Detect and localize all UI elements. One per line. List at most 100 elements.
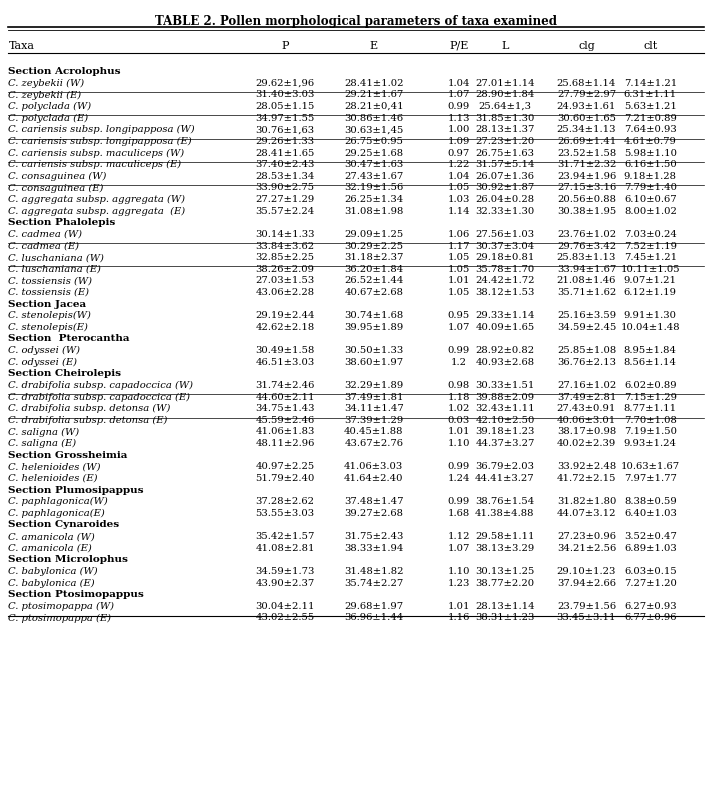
Text: 38.60±1.97: 38.60±1.97	[344, 358, 403, 366]
Text: 38.26±2.09: 38.26±2.09	[256, 265, 315, 273]
Text: 7.27±1.20: 7.27±1.20	[624, 578, 677, 588]
Text: C. consaguinea (E): C. consaguinea (E)	[9, 184, 104, 192]
Text: 8.77±1.11: 8.77±1.11	[624, 404, 677, 413]
Text: 1.24: 1.24	[448, 474, 470, 483]
Text: 38.17±0.98: 38.17±0.98	[557, 427, 616, 437]
Text: 38.12±1.53: 38.12±1.53	[475, 288, 535, 297]
Text: 26.69±1.41: 26.69±1.41	[557, 137, 616, 146]
Text: 6.77±0.96: 6.77±0.96	[624, 613, 676, 623]
Text: 0.95: 0.95	[448, 311, 470, 320]
Text: C. luschaniana (W): C. luschaniana (W)	[9, 253, 105, 262]
Text: P: P	[281, 41, 289, 50]
Text: clt: clt	[643, 41, 657, 50]
Text: 37.40±2.43: 37.40±2.43	[256, 160, 315, 169]
Text: 38.31±1.23: 38.31±1.23	[475, 613, 535, 623]
Text: C. cariensis subsp. longipapposa (E): C. cariensis subsp. longipapposa (E)	[9, 137, 192, 146]
Text: 10.04±1.48: 10.04±1.48	[621, 323, 680, 332]
Text: C. amanicola (E): C. amanicola (E)	[9, 544, 93, 552]
Text: 1.16: 1.16	[448, 613, 470, 623]
Text: 35.57±2.24: 35.57±2.24	[256, 206, 315, 216]
Text: C. babylonica (E): C. babylonica (E)	[9, 578, 95, 588]
Text: Section Plumosipappus: Section Plumosipappus	[9, 485, 144, 495]
Text: 31.57±5.14: 31.57±5.14	[475, 160, 535, 169]
Text: 30.33±1.51: 30.33±1.51	[475, 381, 535, 390]
Text: Taxa: Taxa	[9, 41, 34, 50]
Text: C. odyssei (W): C. odyssei (W)	[9, 346, 80, 355]
Text: 27.15±3.16: 27.15±3.16	[557, 184, 616, 192]
Text: 7.15±1.29: 7.15±1.29	[624, 392, 677, 402]
Text: 6.03±0.15: 6.03±0.15	[624, 567, 676, 576]
Text: 43.90±2.37: 43.90±2.37	[256, 578, 315, 588]
Text: C. paphlagonica(E): C. paphlagonica(E)	[9, 509, 105, 518]
Text: 40.06±3.01: 40.06±3.01	[557, 416, 616, 425]
Text: 1.05: 1.05	[448, 288, 470, 297]
Text: 1.02: 1.02	[448, 404, 470, 413]
Text: C. polyclada (E): C. polyclada (E)	[9, 113, 88, 123]
Text: C. drabifolia subsp. detonsa (E): C. drabifolia subsp. detonsa (E)	[9, 416, 168, 425]
Text: 40.02±2.39: 40.02±2.39	[557, 439, 616, 448]
Text: 1.12: 1.12	[448, 532, 470, 541]
Text: 0.98: 0.98	[448, 381, 470, 390]
Text: 46.51±3.03: 46.51±3.03	[256, 358, 315, 366]
Text: 30.37±3.04: 30.37±3.04	[476, 241, 535, 251]
Text: 7.21±0.89: 7.21±0.89	[624, 113, 677, 123]
Text: 6.16±1.50: 6.16±1.50	[624, 160, 676, 169]
Text: 26.52±1.44: 26.52±1.44	[344, 277, 404, 285]
Text: 31.08±1.98: 31.08±1.98	[344, 206, 404, 216]
Text: 0.99: 0.99	[448, 346, 470, 355]
Text: 3.52±0.47: 3.52±0.47	[624, 532, 677, 541]
Text: 35.78±1.70: 35.78±1.70	[476, 265, 535, 273]
Text: C. helenioides (E): C. helenioides (E)	[9, 474, 98, 483]
Text: C. helenioides (W): C. helenioides (W)	[9, 463, 101, 471]
Text: C. stenolepis(E): C. stenolepis(E)	[9, 323, 88, 332]
Text: 39.88±2.09: 39.88±2.09	[476, 392, 535, 402]
Text: C. aggregata subsp. aggregata  (E): C. aggregata subsp. aggregata (E)	[9, 206, 186, 216]
Text: 41.06±1.83: 41.06±1.83	[256, 427, 315, 437]
Text: 29.21±1.67: 29.21±1.67	[344, 91, 404, 99]
Text: 28.53±1.34: 28.53±1.34	[256, 172, 315, 180]
Text: 30.60±1.65: 30.60±1.65	[557, 113, 616, 123]
Text: 25.85±1.08: 25.85±1.08	[557, 346, 616, 355]
Text: 6.27±0.93: 6.27±0.93	[624, 602, 676, 611]
Text: 27.16±1.02: 27.16±1.02	[557, 381, 616, 390]
Text: C. zeybekii (W): C. zeybekii (W)	[9, 79, 85, 88]
Text: C. stenolepis(W): C. stenolepis(W)	[9, 311, 91, 321]
Text: 29.33±1.14: 29.33±1.14	[475, 311, 535, 320]
Text: C. drabifolia subsp. capadoccica (W): C. drabifolia subsp. capadoccica (W)	[9, 381, 194, 390]
Text: 31.82±1.80: 31.82±1.80	[557, 497, 616, 506]
Text: 30.47±1.63: 30.47±1.63	[344, 160, 404, 169]
Text: 38.76±1.54: 38.76±1.54	[476, 497, 535, 506]
Text: 28.05±1.15: 28.05±1.15	[256, 102, 315, 111]
Text: 48.11±2.96: 48.11±2.96	[256, 439, 315, 448]
Text: 26.04±0.28: 26.04±0.28	[476, 195, 535, 204]
Text: 43.06±2.28: 43.06±2.28	[256, 288, 315, 297]
Text: C. polyclada (W): C. polyclada (W)	[9, 102, 92, 111]
Text: 24.42±1.72: 24.42±1.72	[475, 277, 535, 285]
Text: 45.59±2.46: 45.59±2.46	[256, 416, 315, 425]
Text: C. babylonica (W): C. babylonica (W)	[9, 567, 98, 576]
Text: 38.77±2.20: 38.77±2.20	[476, 578, 535, 588]
Text: Section Cynaroides: Section Cynaroides	[9, 520, 120, 530]
Text: 10.63±1.67: 10.63±1.67	[621, 463, 680, 471]
Text: 7.64±0.93: 7.64±0.93	[624, 125, 676, 134]
Text: L: L	[501, 41, 508, 50]
Text: 25.16±3.59: 25.16±3.59	[557, 311, 616, 320]
Text: 0.97: 0.97	[448, 149, 470, 158]
Text: 40.97±2.25: 40.97±2.25	[256, 463, 315, 471]
Text: 30.86±1.46: 30.86±1.46	[344, 113, 403, 123]
Text: 37.39±1.29: 37.39±1.29	[344, 416, 404, 425]
Text: E: E	[370, 41, 378, 50]
Text: C. ptosimopappa (E): C. ptosimopappa (E)	[9, 613, 112, 623]
Text: 0.03: 0.03	[448, 416, 470, 425]
Text: Section Microlophus: Section Microlophus	[9, 556, 128, 564]
Text: 24.93±1.61: 24.93±1.61	[557, 102, 616, 111]
Text: 1.14: 1.14	[448, 206, 470, 216]
Text: C. ptosimopappa (W): C. ptosimopappa (W)	[9, 602, 115, 611]
Text: 44.41±3.27: 44.41±3.27	[475, 474, 535, 483]
Text: 33.94±1.67: 33.94±1.67	[557, 265, 616, 273]
Text: 1.05: 1.05	[448, 253, 470, 262]
Text: 6.89±1.03: 6.89±1.03	[624, 544, 676, 552]
Text: 30.38±1.95: 30.38±1.95	[557, 206, 616, 216]
Text: 42.10±2.50: 42.10±2.50	[475, 416, 535, 425]
Text: C. saligna (E): C. saligna (E)	[9, 439, 77, 448]
